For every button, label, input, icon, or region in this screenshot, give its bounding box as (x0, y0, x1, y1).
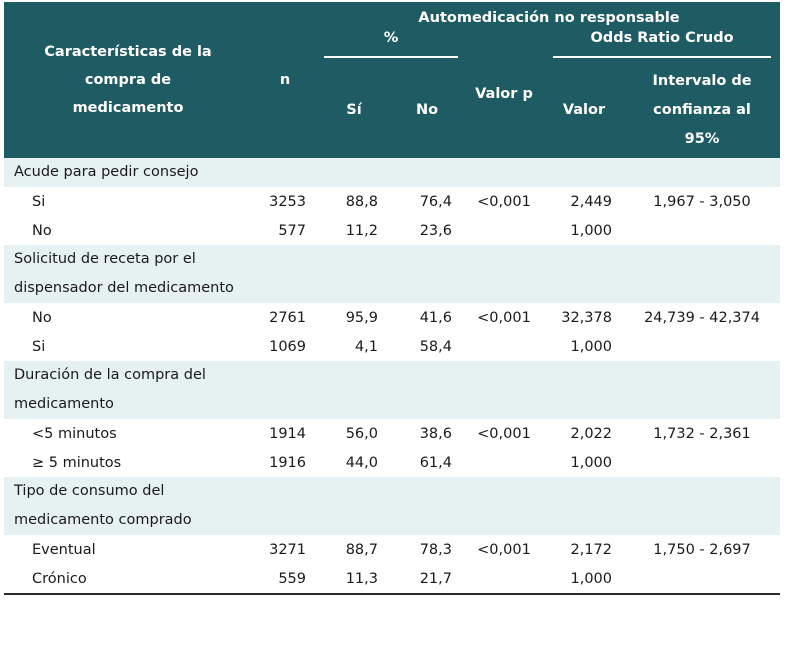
row-label: Si (32, 338, 46, 355)
cell-p: <0,001 (477, 425, 531, 442)
cell-n: 3253 (269, 193, 306, 210)
cell-valor: 1,000 (570, 454, 612, 471)
group-title: Duración de la compra del medicamento (14, 367, 206, 412)
row-label: Crónico (4, 564, 252, 595)
cell-no: 23,6 (419, 222, 452, 239)
cell-ic: 1,732 - 2,361 (653, 425, 751, 442)
cell-si: 88,7 (345, 541, 378, 558)
cell-valor: 1,000 (570, 338, 612, 355)
col-valor: Valor (544, 62, 624, 158)
row-label: ≥ 5 minutos (32, 454, 122, 471)
cell-ic (624, 564, 781, 595)
cell-n: 559 (252, 564, 318, 595)
percent-label: % (383, 30, 399, 46)
cell-no: 78,3 (419, 541, 452, 558)
table-row: No 577 11,2 23,6 1,000 (4, 216, 780, 245)
group-title: Solicitud de receta por el dispensador d… (14, 251, 234, 296)
cell-valor: 2,022 (570, 425, 612, 442)
cell-valor: 2,172 (570, 541, 612, 558)
cell-ic: 1,750 - 2,697 (653, 541, 751, 558)
cell-ic (624, 216, 780, 245)
group-row: Tipo de consumo del medicamento comprado (4, 477, 781, 535)
cell-p (464, 332, 544, 361)
row-label: Eventual (32, 541, 96, 558)
col-intervalo: Intervalo de confianza al 95% (624, 62, 781, 158)
cell-valor: 32,378 (561, 309, 612, 326)
results-table: Características de la compra de medicame… (4, 2, 781, 595)
cell-no: 58,4 (419, 338, 452, 355)
cell-valor: 1,000 (544, 564, 624, 595)
cell-si: 11,3 (318, 564, 390, 595)
cell-n: 1914 (269, 425, 306, 442)
row-label: No (32, 309, 52, 326)
cell-si: 4,1 (354, 338, 378, 355)
table-row: ≥ 5 minutos 1916 44,0 61,4 1,000 (4, 448, 780, 477)
group-row: Acude para pedir consejo (4, 158, 781, 187)
cell-si: 88,8 (345, 193, 378, 210)
cell-si: 95,9 (345, 309, 378, 326)
group-title: Tipo de consumo del medicamento comprado (14, 483, 192, 528)
cell-p (464, 448, 544, 477)
cell-ic (624, 448, 780, 477)
table-header: Características de la compra de medicame… (4, 2, 781, 158)
percent-rule (323, 56, 459, 58)
cell-p: <0,001 (477, 309, 531, 326)
col-odds-ratio: Odds Ratio Crudo (544, 30, 781, 62)
table-row: Si 1069 4,1 58,4 1,000 (4, 332, 780, 361)
col-si: Sí (318, 62, 390, 158)
cell-ic (624, 332, 780, 361)
cell-ic: 1,967 - 3,050 (653, 193, 751, 210)
cell-no: 61,4 (419, 454, 452, 471)
cell-n: 1069 (269, 338, 306, 355)
odds-ratio-label: Odds Ratio Crudo (590, 30, 734, 46)
cell-no: 38,6 (419, 425, 452, 442)
col-no: No (390, 62, 464, 158)
cell-si: 11,2 (345, 222, 378, 239)
col-valor-p: Valor p (464, 30, 544, 158)
cell-si: 44,0 (345, 454, 378, 471)
cell-no: 21,7 (390, 564, 464, 595)
cell-n: 1916 (269, 454, 306, 471)
table-row: Crónico 559 11,3 21,7 1,000 (4, 564, 781, 595)
group-row: Solicitud de receta por el dispensador d… (4, 245, 781, 303)
table-body: Acude para pedir consejo Si 3253 88,8 76… (4, 158, 781, 595)
odds-ratio-rule (553, 56, 771, 58)
col-n: n (252, 2, 318, 158)
table-row: No 2761 95,9 41,6 <0,001 32,378 24,739 -… (4, 303, 780, 332)
col-percent: % (318, 30, 464, 62)
row-label: <5 minutos (32, 425, 117, 442)
cell-si: 56,0 (345, 425, 378, 442)
cell-p (464, 216, 544, 245)
col-automedicacion: Automedicación no responsable (318, 2, 781, 30)
col-characteristics: Características de la compra de medicame… (4, 2, 252, 158)
cell-n: 2761 (269, 309, 306, 326)
cell-valor: 1,000 (570, 222, 612, 239)
group-title: Acude para pedir consejo (4, 158, 781, 187)
row-label: Si (32, 193, 46, 210)
cell-valor: 2,449 (570, 193, 612, 210)
cell-no: 41,6 (419, 309, 452, 326)
cell-p: <0,001 (477, 193, 531, 210)
cell-n: 3271 (269, 541, 306, 558)
row-label: No (32, 222, 52, 239)
cell-ic: 24,739 - 42,374 (644, 309, 760, 326)
group-row: Duración de la compra del medicamento (4, 361, 781, 419)
cell-no: 76,4 (419, 193, 452, 210)
cell-p: <0,001 (477, 541, 531, 558)
table-row: <5 minutos 1914 56,0 38,6 <0,001 2,022 1… (4, 419, 780, 448)
cell-n: 577 (278, 222, 306, 239)
table-row: Si 3253 88,8 76,4 <0,001 2,449 1,967 - 3… (4, 187, 780, 216)
table-row: Eventual 3271 88,7 78,3 <0,001 2,172 1,7… (4, 535, 780, 564)
cell-p (464, 564, 544, 595)
